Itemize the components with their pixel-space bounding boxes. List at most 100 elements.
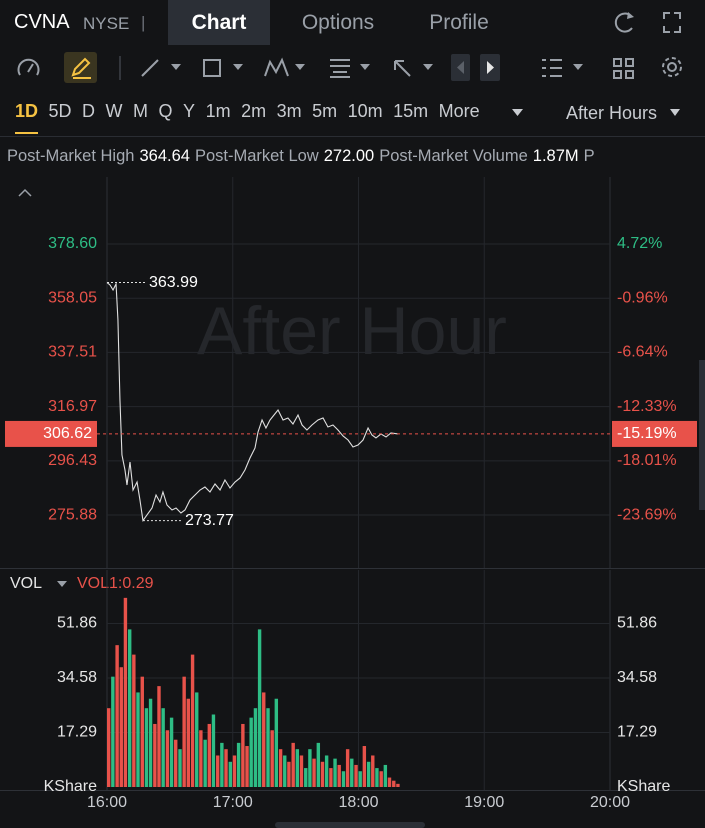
text-tool[interactable] xyxy=(330,59,350,78)
exchange: NYSE xyxy=(83,14,130,33)
y2-tick-label: 4.72% xyxy=(617,235,662,252)
volume-bar xyxy=(132,654,136,787)
y-tick-label: 296.43 xyxy=(48,452,97,469)
side-handle[interactable] xyxy=(699,360,705,510)
y-tick-label: 275.88 xyxy=(48,506,97,523)
volume-bar xyxy=(123,597,128,787)
x-tick-label: 17:00 xyxy=(213,794,253,811)
annotation-label: 363.99 xyxy=(149,274,198,291)
toolbar-carets xyxy=(171,64,583,70)
volume-bar xyxy=(220,742,224,787)
y2-tick-label: -12.33% xyxy=(617,398,677,415)
volume-bar xyxy=(266,708,270,787)
refresh-arrow xyxy=(627,12,634,19)
period[interactable]: 15m xyxy=(393,101,429,121)
gauge-icon[interactable] xyxy=(17,58,40,76)
x-tick-label: 16:00 xyxy=(87,794,127,811)
current-price-box xyxy=(5,420,97,447)
y-tick-label: 51.86 xyxy=(57,615,97,632)
volume-bar xyxy=(165,730,170,787)
line-tool[interactable] xyxy=(141,59,159,77)
rect-tool[interactable] xyxy=(203,59,221,77)
volume-bar xyxy=(249,717,253,787)
volume-bar xyxy=(190,654,195,787)
volume-bar xyxy=(283,755,287,787)
period[interactable]: W xyxy=(105,101,123,121)
stat-value: 1.87M xyxy=(532,147,579,165)
y-tick-label: 34.58 xyxy=(57,669,97,686)
volume-bar xyxy=(375,768,379,787)
volume-bar xyxy=(140,676,144,787)
volume-bar xyxy=(107,708,111,787)
volume-bar xyxy=(366,761,371,787)
period[interactable]: 3m xyxy=(276,101,302,121)
grid-tool[interactable] xyxy=(613,58,634,79)
period[interactable]: Y xyxy=(183,101,196,121)
period[interactable]: Q xyxy=(158,101,173,121)
more-caret[interactable] xyxy=(512,109,523,116)
period[interactable]: 5D xyxy=(48,101,72,121)
tab[interactable]: Chart xyxy=(168,0,270,45)
volume-bar xyxy=(392,780,396,787)
y2-tick-label: -6.64% xyxy=(617,344,668,361)
stats-bar: Post-Market High 364.64 Post-Market Low 272… xyxy=(7,147,705,166)
pattern-tool[interactable] xyxy=(264,57,289,77)
symbol: CVNA xyxy=(14,11,70,33)
volume-bar xyxy=(337,764,341,787)
stat-value: 272.00 xyxy=(323,147,375,165)
y-tick-label: KShare xyxy=(44,778,97,795)
period[interactable]: D xyxy=(82,101,96,121)
pencil-icon[interactable] xyxy=(71,57,91,79)
stat-label: P xyxy=(583,147,595,165)
settings-icon[interactable] xyxy=(667,62,677,72)
volume-bar xyxy=(333,758,337,787)
volume-bar xyxy=(144,708,149,787)
toolbar xyxy=(17,52,682,83)
y2-tick-label: 34.58 xyxy=(617,669,657,686)
period[interactable]: 1m xyxy=(205,101,231,121)
period-bar: 1D 5D D W M Q Y 1m 2m 3m 5m 10m 15m More xyxy=(15,101,480,134)
period[interactable]: 2m xyxy=(241,101,267,121)
volume-bar xyxy=(308,749,312,787)
period[interactable]: More xyxy=(438,101,480,121)
volume-bar xyxy=(362,746,367,787)
period[interactable]: M xyxy=(133,101,149,121)
stat-label: Post-Market Low xyxy=(194,147,319,165)
volume-bar xyxy=(350,758,354,787)
volume-bar xyxy=(358,771,362,787)
volume-bar xyxy=(211,714,216,787)
volume-bar xyxy=(224,749,228,787)
tab[interactable]: Options xyxy=(301,11,375,34)
scrollbar[interactable] xyxy=(275,822,425,828)
volume-bar xyxy=(345,749,350,787)
period[interactable]: 5m xyxy=(312,101,338,121)
expand-icon[interactable] xyxy=(663,12,681,33)
current-change-label: -15.19% xyxy=(617,425,677,442)
vol-caret[interactable] xyxy=(57,581,67,587)
arrow-tool[interactable] xyxy=(394,60,411,77)
refresh-icon[interactable] xyxy=(614,12,633,33)
session-select[interactable]: After Hours xyxy=(566,103,658,123)
session-caret[interactable] xyxy=(670,109,680,116)
price-line xyxy=(106,281,399,523)
volume-bar xyxy=(245,746,249,787)
next-arrow xyxy=(487,61,494,74)
layout-tool[interactable] xyxy=(542,59,562,77)
period[interactable]: 1D xyxy=(15,101,39,134)
volume-bar xyxy=(174,739,178,787)
collapse-icon[interactable] xyxy=(18,188,32,197)
y-tick-label: 316.97 xyxy=(48,398,97,415)
volume-bar xyxy=(316,742,321,787)
volume-bar xyxy=(182,676,186,787)
volume-bar xyxy=(148,698,153,787)
tab[interactable]: Profile xyxy=(429,11,489,34)
volume-bar xyxy=(195,692,199,787)
y2-tick-label: 51.86 xyxy=(617,615,657,632)
y-tick-label: 358.05 xyxy=(48,289,97,306)
volume-bar xyxy=(241,723,245,787)
volume-bar xyxy=(186,698,190,787)
pane-title: VOL xyxy=(10,575,42,592)
period[interactable]: 10m xyxy=(347,101,383,121)
